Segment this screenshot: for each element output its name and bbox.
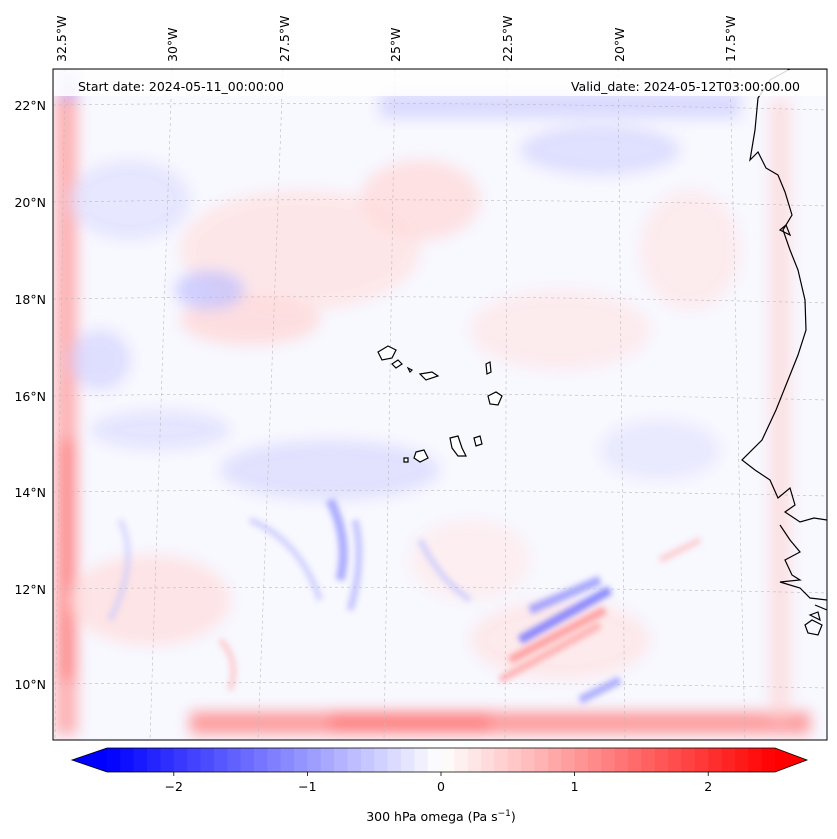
island-fogo <box>413 449 429 463</box>
lon-label: 20°W <box>612 27 627 62</box>
cape-verde-islands <box>377 345 503 463</box>
colorbar-segment <box>761 748 776 772</box>
colorbar-segment <box>454 748 469 772</box>
colorbar-segment <box>654 748 669 772</box>
colorbar-segment <box>441 748 455 772</box>
colorbar-segment <box>561 748 576 772</box>
gridlines <box>53 69 827 740</box>
colorbar-segment <box>414 748 429 772</box>
colorbar-segment <box>320 748 335 772</box>
latitude-labels: 22°N 20°N 18°N 16°N 14°N 12°N 10°N <box>14 98 46 692</box>
colorbar-segment <box>708 748 723 772</box>
island-santiago <box>449 435 467 457</box>
island-brava <box>403 457 409 463</box>
map-frame <box>52 68 828 741</box>
colorbar-segments <box>72 748 807 772</box>
lon-label: 17.5°W <box>723 16 738 62</box>
colorbar-segment <box>521 748 536 772</box>
colorbar-ticks: −2 −1 0 1 2 <box>165 772 712 794</box>
colorbar-segment <box>334 748 348 772</box>
colorbar-outline <box>70 747 809 773</box>
lat-label: 16°N <box>14 389 46 404</box>
colorbar-segment <box>587 748 602 772</box>
info-banner <box>54 70 826 96</box>
lon-label: 22.5°W <box>500 16 515 62</box>
island-sao-nicolau <box>418 371 440 381</box>
colorbar-segment <box>481 748 495 772</box>
colorbar-segment <box>360 748 375 772</box>
island-boa-vista <box>487 391 503 406</box>
colorbar-segment <box>734 748 749 772</box>
colorbar-segment <box>240 748 255 772</box>
colorbar-segment <box>387 748 402 772</box>
colorbar-segment <box>307 748 322 772</box>
colorbar-segment <box>628 748 642 772</box>
colorbar-segment <box>120 748 135 772</box>
colorbar-tick-label: 0 <box>437 779 445 794</box>
colorbar-segment <box>227 748 242 772</box>
start-date-text: Start date: 2024-05-11_00:00:00 <box>78 79 284 94</box>
colorbar-label: 300 hPa omega (Pa s−1) <box>366 809 516 824</box>
lon-label: 30°W <box>165 27 180 62</box>
colorbar-segment <box>107 748 121 772</box>
valid-date-text: Valid_date: 2024-05-12T03:00:00.00 <box>571 79 800 94</box>
colorbar-segment <box>534 748 549 772</box>
colorbar-tick-label: −1 <box>298 779 316 794</box>
lon-label: 25°W <box>388 27 403 62</box>
colorbar-segment <box>601 748 616 772</box>
colorbar-max-extend <box>775 748 807 772</box>
lat-label: 12°N <box>14 582 46 597</box>
island-sal <box>485 361 492 375</box>
colorbar-segment <box>641 748 656 772</box>
island-santo-antao <box>377 345 397 361</box>
lat-label: 10°N <box>14 677 46 692</box>
coastline <box>741 69 827 636</box>
colorbar-segment <box>574 748 589 772</box>
colorbar-segment <box>347 748 362 772</box>
omega-field <box>55 70 810 735</box>
colorbar-segment <box>213 748 228 772</box>
colorbar-segment <box>721 748 736 772</box>
colorbar-tick-label: 1 <box>571 779 579 794</box>
island-sao-vicente <box>391 359 403 369</box>
colorbar-segment <box>187 748 202 772</box>
colorbar-segment <box>681 748 696 772</box>
colorbar-segment <box>614 748 629 772</box>
colorbar-segment <box>374 748 389 772</box>
lat-label: 14°N <box>14 485 46 500</box>
colorbar-segment <box>427 748 442 772</box>
lon-label: 32.5°W <box>54 16 69 62</box>
colorbar-segment <box>547 748 562 772</box>
colorbar-tick-label: −2 <box>165 779 183 794</box>
colorbar-segment <box>147 748 161 772</box>
colorbar-segment <box>253 748 268 772</box>
colorbar-tick-label: 2 <box>704 779 712 794</box>
lon-label: 27.5°W <box>277 16 292 62</box>
colorbar-min-extend <box>72 748 107 772</box>
colorbar-segment <box>748 748 763 772</box>
island-santa-luzia <box>406 366 414 374</box>
colorbar-segment <box>160 748 175 772</box>
lat-label: 18°N <box>14 292 46 307</box>
island-maio <box>473 435 483 447</box>
longitude-labels: 32.5°W 30°W 27.5°W 25°W 22.5°W 20°W 17.5… <box>54 16 738 62</box>
colorbar-segment <box>668 748 682 772</box>
lat-label: 22°N <box>14 98 46 113</box>
colorbar-segment <box>494 748 509 772</box>
colorbar-segment <box>400 748 415 772</box>
colorbar-segment <box>200 748 215 772</box>
colorbar-segment <box>267 748 282 772</box>
colorbar-segment <box>294 748 308 772</box>
colorbar-segment <box>133 748 148 772</box>
lat-label: 20°N <box>14 195 46 210</box>
colorbar-segment <box>467 748 482 772</box>
colorbar-segment <box>507 748 522 772</box>
colorbar-segment <box>694 748 709 772</box>
colorbar-segment <box>173 748 188 772</box>
colorbar-segment <box>280 748 295 772</box>
colorbar: −2 −1 0 1 2 300 hPa omega (Pa s−1) <box>70 747 809 824</box>
